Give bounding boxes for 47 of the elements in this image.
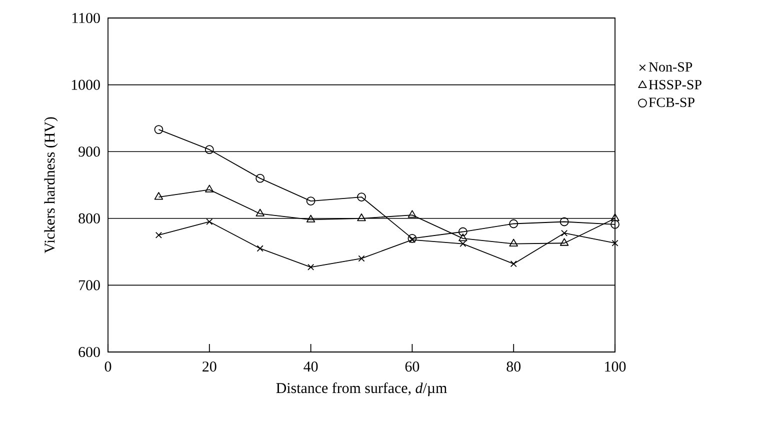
point (510, 260, 517, 268)
point (155, 232, 162, 238)
legend-label: FCB-SP (648, 98, 694, 108)
point (610, 220, 620, 229)
point (357, 192, 366, 202)
point (204, 145, 214, 154)
y-axis-title: Vickers hardness (HV) (44, 117, 58, 254)
point (458, 227, 468, 236)
legend-label: HSSP-SP (648, 80, 702, 90)
y-tick-label: 800 (78, 213, 100, 224)
point (509, 219, 518, 228)
x-tick-label: 40 (304, 362, 318, 372)
point (306, 196, 316, 206)
x-tick-label: 20 (202, 362, 216, 372)
point (560, 238, 569, 246)
x-tick-label: 100 (605, 362, 626, 372)
y-tick-label: 700 (79, 280, 100, 290)
point (408, 234, 417, 243)
point (205, 184, 214, 192)
x-tick-label: 80 (506, 362, 521, 372)
y-tick-label: 1100 (72, 12, 100, 24)
point (358, 255, 365, 262)
point (256, 208, 264, 216)
point (154, 192, 164, 200)
y-tick-label: 1000 (72, 80, 100, 90)
y-tick-label: 900 (78, 146, 100, 157)
point (256, 245, 264, 252)
x-tick-label: 60 (405, 362, 420, 372)
y-tick-label: 600 (78, 346, 100, 358)
point (460, 240, 466, 248)
point (610, 213, 620, 222)
point (408, 236, 416, 244)
x-axis-title: Distance from surface, d/µm (276, 382, 447, 396)
point (154, 125, 164, 134)
point (256, 174, 265, 183)
point (306, 214, 316, 222)
point (561, 230, 568, 236)
point (612, 240, 618, 246)
point (560, 217, 569, 226)
legend-label: Non-SP (648, 62, 692, 72)
point (308, 264, 314, 270)
x-tick-label: 0 (104, 362, 112, 372)
point (206, 218, 213, 226)
point (458, 233, 468, 242)
point (509, 238, 518, 246)
point (408, 210, 417, 218)
point (357, 213, 366, 222)
